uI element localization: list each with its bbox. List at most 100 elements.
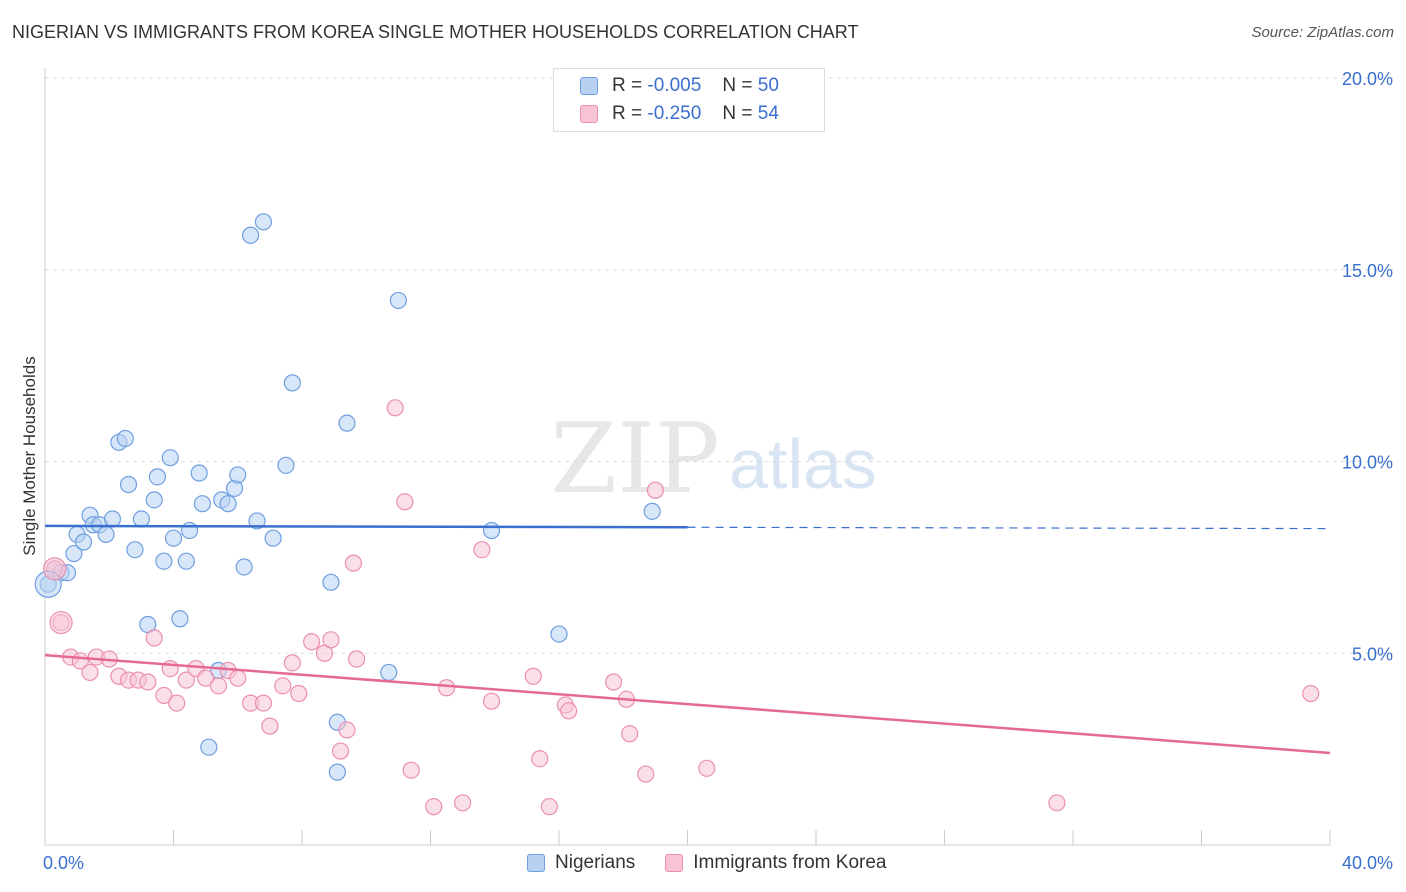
data-point [322, 631, 340, 649]
x-tick-label: 40.0% [1342, 853, 1393, 873]
data-point [322, 573, 340, 591]
legend-swatch-nigerians [527, 854, 545, 872]
data-point [254, 694, 273, 712]
data-point [277, 456, 295, 474]
data-point [386, 399, 404, 417]
data-point [482, 521, 501, 540]
legend-r-label: R = [612, 103, 643, 124]
trend-line-korea [44, 653, 1331, 755]
data-point [264, 529, 282, 547]
data-point [209, 677, 228, 695]
data-point [348, 650, 366, 668]
data-point [155, 552, 173, 570]
trend-lines [44, 524, 1331, 755]
data-point [331, 742, 350, 760]
data-point [605, 673, 623, 691]
data-point [274, 677, 292, 695]
data-point [145, 491, 163, 509]
data-point [338, 414, 356, 432]
data-point [283, 654, 301, 672]
data-point [168, 694, 186, 712]
y-tick-label: 5.0% [1352, 644, 1393, 664]
data-point [97, 525, 115, 543]
data-point [116, 429, 134, 448]
chart-title: NIGERIAN VS IMMIGRANTS FROM KOREA SINGLE… [12, 22, 859, 42]
data-point [380, 663, 398, 682]
data-point [126, 541, 144, 559]
data-point [454, 794, 472, 812]
data-point [643, 502, 661, 520]
data-point [646, 481, 664, 499]
data-point [81, 663, 99, 682]
data-point [171, 610, 189, 628]
data-point [229, 669, 247, 687]
series-legend: Nigerians Immigrants from Korea [527, 852, 887, 874]
data-point [139, 673, 157, 691]
legend-r-value: -0.005 [647, 75, 702, 96]
data-points [34, 213, 1320, 816]
data-point [177, 671, 195, 689]
x-tick-label: 0.0% [43, 853, 84, 873]
data-point [621, 725, 639, 743]
data-point [338, 721, 356, 739]
data-point [473, 541, 491, 559]
legend-r-value: -0.250 [647, 103, 702, 124]
data-point [482, 692, 501, 710]
tick-labels: 5.0% 10.0% 15.0% 20.0% 0.0% 40.0% [43, 69, 1393, 873]
legend-swatch-korea [580, 105, 598, 123]
data-point [164, 529, 183, 547]
data-point [49, 610, 73, 635]
data-point [155, 686, 173, 705]
data-point [242, 226, 260, 244]
y-tick-label: 20.0% [1342, 69, 1393, 89]
data-point [437, 679, 456, 697]
data-point [74, 533, 93, 551]
legend-n-label: N = [722, 75, 753, 96]
data-point [235, 558, 253, 576]
legend-swatch-korea [665, 854, 684, 872]
data-point [560, 702, 578, 720]
legend-r-label: R = [612, 75, 643, 96]
data-point [1048, 794, 1066, 812]
data-point [303, 633, 321, 651]
data-point [254, 213, 273, 231]
data-point [283, 374, 301, 392]
trend-line-nigerians-extension [687, 526, 1331, 530]
source-label: Source: ZipAtlas.com [1251, 24, 1394, 41]
y-tick-label: 15.0% [1342, 261, 1393, 281]
data-point [103, 510, 122, 528]
data-point [132, 510, 150, 528]
trend-line-nigerians [44, 524, 688, 529]
data-point [698, 759, 716, 777]
data-point [550, 625, 568, 643]
data-point [524, 667, 542, 685]
data-point [145, 629, 163, 647]
data-point [540, 798, 558, 816]
data-point [290, 684, 308, 703]
data-point [229, 466, 247, 484]
legend-n-value: 50 [757, 75, 779, 96]
data-point [65, 544, 83, 563]
correlation-legend: R = -0.005 N = 50 R = -0.250 N = 54 [553, 68, 825, 132]
legend-n-label: N = [722, 103, 753, 124]
data-point [190, 464, 208, 482]
data-point [425, 798, 443, 816]
data-point [396, 493, 414, 511]
data-point [531, 750, 549, 768]
data-point [261, 717, 279, 735]
data-point [344, 554, 362, 572]
data-point [402, 761, 420, 779]
data-point [200, 738, 218, 756]
data-point [161, 449, 179, 467]
data-point [637, 765, 655, 783]
data-point [1302, 684, 1320, 703]
data-point [119, 475, 138, 494]
data-point [328, 763, 346, 781]
axes [44, 68, 1331, 846]
data-point [161, 659, 179, 678]
legend-label-nigerians: Nigerians [555, 852, 636, 873]
data-point [177, 552, 195, 570]
legend-label-korea: Immigrants from Korea [693, 852, 887, 873]
data-point [248, 512, 266, 530]
